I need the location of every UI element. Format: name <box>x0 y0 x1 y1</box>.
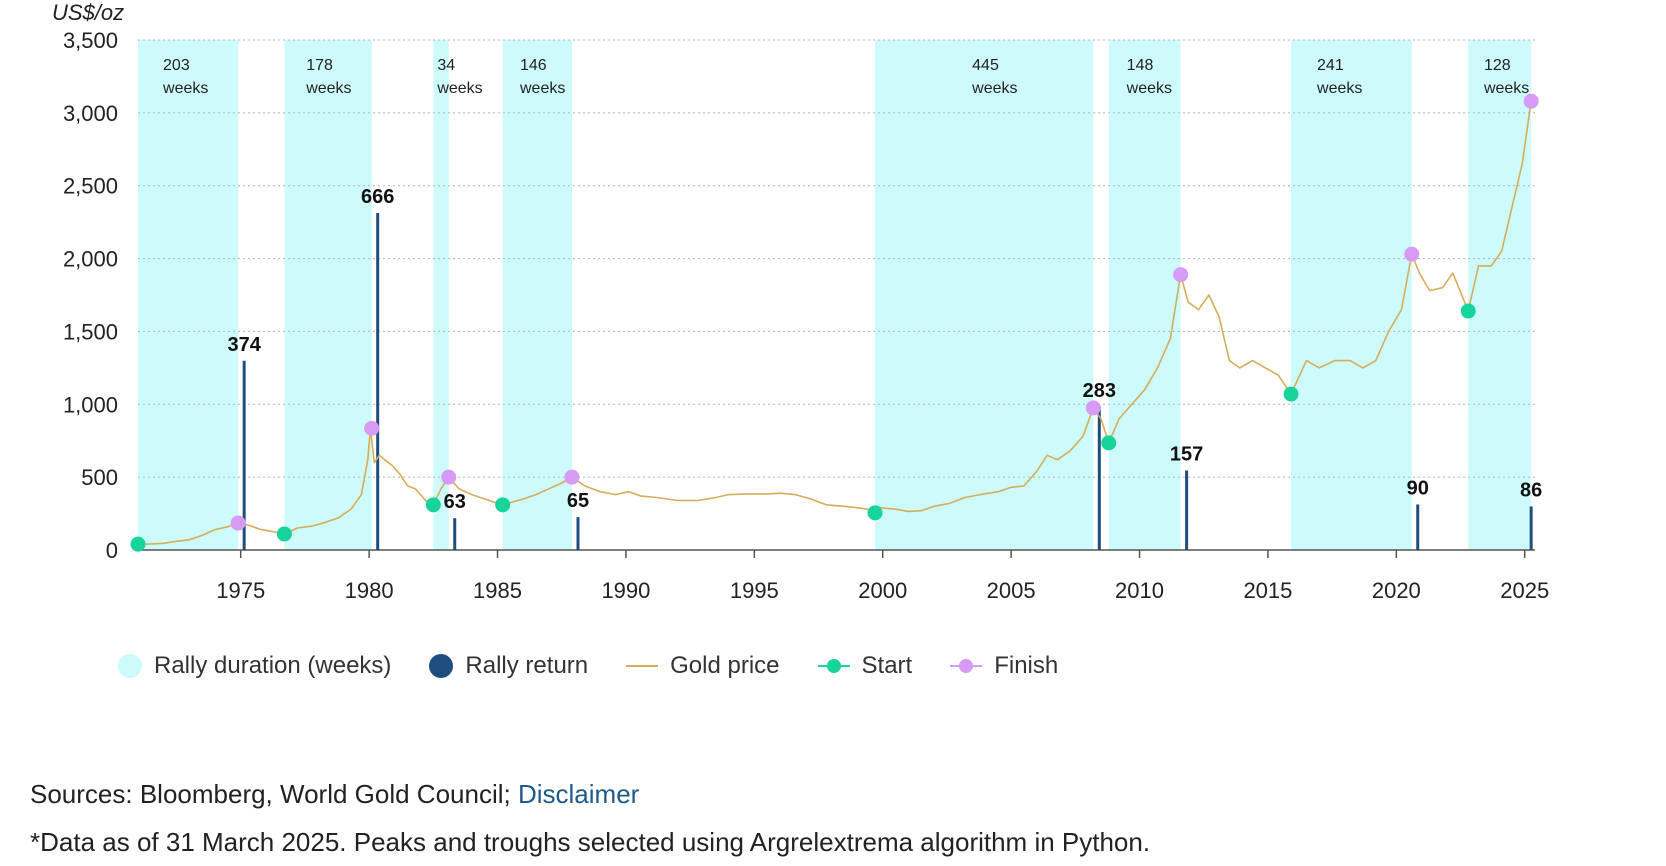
gold-price-line <box>137 101 1532 545</box>
rally-band-7 <box>1468 40 1532 550</box>
rally-duration-unit-4: weeks <box>971 80 1017 97</box>
rally-band-1 <box>284 40 372 550</box>
legend-item-return[interactable]: Rally return <box>429 652 588 680</box>
start-marker-1 <box>276 526 292 542</box>
x-tick-label: 1985 <box>473 578 522 603</box>
y-tick-label: 500 <box>81 465 118 490</box>
y-tick-label: 2,500 <box>63 174 118 199</box>
y-axis-unit: US$/oz <box>52 0 124 25</box>
rally-band-4 <box>875 40 1094 550</box>
rally-duration-value-1: 178 <box>306 57 333 74</box>
gold-price-path <box>137 101 1532 545</box>
start-marker-2 <box>425 497 441 513</box>
rally-duration-unit-6: weeks <box>1316 80 1362 97</box>
rally-duration-bands <box>138 40 1532 550</box>
rally-return-label-5: 157 <box>1170 444 1203 466</box>
legend-start-label: Start <box>861 652 913 679</box>
start-marker-6 <box>1283 386 1299 402</box>
legend-price-label: Gold price <box>670 652 780 679</box>
rally-band-3 <box>502 40 572 550</box>
rally-duration-value-0: 203 <box>163 57 190 74</box>
finish-marker-2 <box>441 469 457 485</box>
rally-band-2 <box>433 40 449 550</box>
sources-text: Sources: Bloomberg, World Gold Council; <box>30 779 518 809</box>
rally-duration-unit-7: weeks <box>1483 80 1529 97</box>
legend-item-finish[interactable]: Finish <box>950 652 1058 680</box>
y-tick-label: 0 <box>106 538 118 563</box>
rally-duration-value-7: 128 <box>1484 57 1511 74</box>
x-tick-label: 1980 <box>345 578 394 603</box>
finish-marker-7 <box>1523 93 1539 109</box>
x-tick-label: 1995 <box>730 578 779 603</box>
y-tick-label: 3,000 <box>63 101 118 126</box>
x-tick-label: 2015 <box>1243 578 1292 603</box>
start-marker-3 <box>495 497 511 513</box>
footer: Sources: Bloomberg, World Gold Council; … <box>30 770 1150 866</box>
rally-return-label-2: 63 <box>444 491 466 513</box>
sources-line: Sources: Bloomberg, World Gold Council; … <box>30 770 1150 818</box>
legend-duration-label: Rally duration (weeks) <box>154 652 392 679</box>
rally-return-label-1: 666 <box>361 186 394 208</box>
rally-duration-unit-0: weeks <box>162 80 208 97</box>
x-tick-label: 2000 <box>858 578 907 603</box>
legend-finish-swatch <box>950 659 983 673</box>
legend-item-price[interactable]: Gold price <box>626 652 780 680</box>
legend-finish-label: Finish <box>994 652 1059 679</box>
legend-return-swatch <box>429 654 454 678</box>
start-marker-4 <box>867 505 883 521</box>
legend-duration-swatch <box>118 654 142 678</box>
rally-duration-value-4: 445 <box>972 57 999 74</box>
x-tick-label: 1990 <box>601 578 650 603</box>
rally-duration-value-6: 241 <box>1317 57 1344 74</box>
finish-marker-3 <box>564 469 580 485</box>
x-tick-label: 1975 <box>216 578 265 603</box>
rally-return-label-0: 374 <box>227 334 261 356</box>
rally-duration-unit-1: weeks <box>305 80 351 97</box>
legend-return-label: Rally return <box>465 652 589 679</box>
rally-band-5 <box>1108 40 1181 550</box>
rally-return-label-7: 86 <box>1520 479 1542 501</box>
axes <box>138 549 1535 558</box>
rally-band-6 <box>1291 40 1412 550</box>
rally-return-bars <box>242 213 1533 550</box>
x-tick-label: 2010 <box>1115 578 1164 603</box>
rally-duration-unit-5: weeks <box>1126 80 1172 97</box>
gold-rally-chart: 203 weeks 178 weeks 34 weeks 146 weeks 445 weeks 1… <box>52 0 1549 603</box>
finish-marker-5 <box>1173 267 1189 283</box>
rally-band-0 <box>138 40 239 550</box>
finish-marker-6 <box>1404 246 1420 262</box>
finish-marker-0 <box>230 515 246 531</box>
start-marker-0 <box>130 536 146 552</box>
data-note: *Data as of 31 March 2025. Peaks and tro… <box>30 827 1151 857</box>
finish-marker-1 <box>364 420 380 436</box>
legend-start-swatch <box>817 659 850 673</box>
x-tick-label: 2020 <box>1372 578 1421 603</box>
legend-item-duration[interactable]: Rally duration (weeks) <box>118 652 391 680</box>
finish-marker-4 <box>1085 400 1101 416</box>
rally-duration-value-2: 34 <box>437 57 455 74</box>
rally-duration-value-5: 148 <box>1127 57 1154 74</box>
rally-duration-unit-2: weeks <box>436 80 482 97</box>
legend-item-start[interactable]: Start <box>817 652 913 680</box>
start-finish-markers <box>130 93 1539 552</box>
rally-return-label-6: 90 <box>1407 477 1429 499</box>
y-tick-label: 2,000 <box>63 247 118 272</box>
disclaimer-link[interactable]: Disclaimer <box>517 779 640 809</box>
rally-return-label-4: 283 <box>1083 380 1116 402</box>
rally-duration-value-3: 146 <box>520 57 547 74</box>
chart-labels: 203 weeks 178 weeks 34 weeks 146 weeks 445 weeks 1… <box>52 0 1549 603</box>
y-tick-label: 1,500 <box>63 319 118 344</box>
legend: Rally duration (weeks) Rally return Gold… <box>118 648 1096 684</box>
y-tick-label: 1,000 <box>63 392 118 417</box>
rally-return-label-3: 65 <box>567 490 589 512</box>
y-tick-label: 3,500 <box>63 28 118 53</box>
legend-price-swatch <box>626 665 659 667</box>
x-tick-label: 2025 <box>1500 578 1549 603</box>
start-marker-7 <box>1460 303 1476 319</box>
start-marker-5 <box>1101 435 1117 451</box>
rally-duration-unit-3: weeks <box>519 80 565 97</box>
x-tick-label: 2005 <box>987 578 1036 603</box>
